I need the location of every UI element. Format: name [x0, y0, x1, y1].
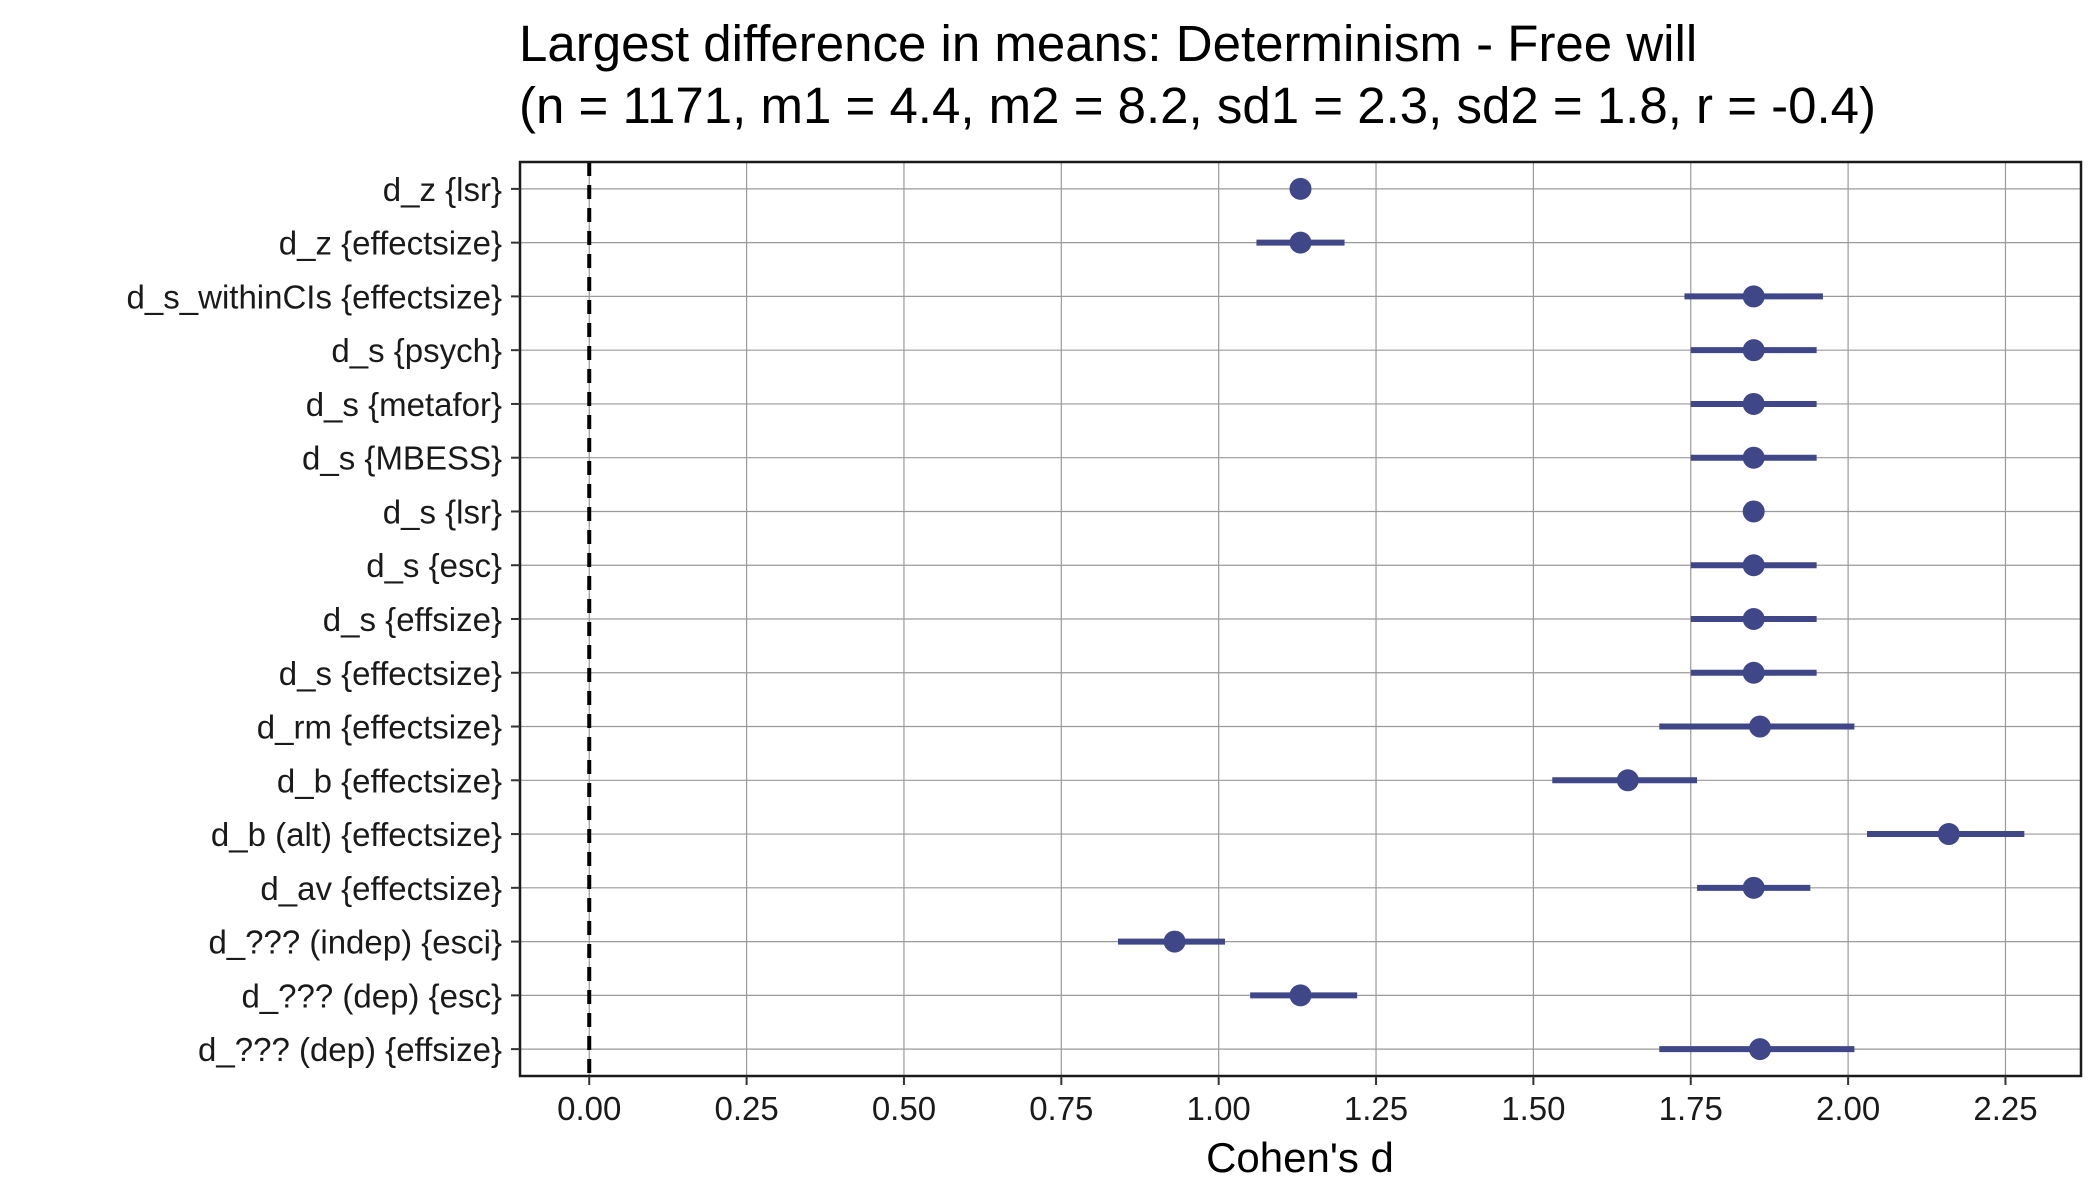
- y-tick-label: d_s {lsr}: [383, 493, 502, 530]
- x-tick-label: 2.25: [1973, 1090, 2037, 1127]
- y-tick-label: d_b {effectsize}: [277, 762, 502, 799]
- x-tick-label: 0.25: [714, 1090, 778, 1127]
- estimate-point: [1742, 554, 1765, 577]
- estimate-point: [1289, 984, 1312, 1007]
- y-tick-label: d_av {effectsize}: [260, 870, 502, 907]
- x-axis: 0.00 0.25 0.50 0.75 1.00 1.25 1.50 1.75 2.00 2.25: [557, 1076, 2038, 1127]
- y-tick-label: d_??? (dep) {esc}: [241, 977, 502, 1014]
- x-tick-label: 2.00: [1816, 1090, 1880, 1127]
- x-tick-label: 1.25: [1344, 1090, 1408, 1127]
- estimate-point: [1289, 177, 1312, 200]
- y-tick-label: d_s {metafor}: [306, 386, 502, 423]
- y-tick-label: d_s {MBESS}: [302, 440, 502, 477]
- estimate-point: [1742, 339, 1765, 362]
- y-tick-label: d_s {effsize}: [323, 601, 502, 638]
- estimate-point: [1742, 285, 1765, 308]
- chart-title-line1: Largest difference in means: Determinism…: [519, 15, 1697, 72]
- y-tick-label: d_??? (dep) {effsize}: [198, 1031, 502, 1068]
- x-tick-label: 0.50: [872, 1090, 936, 1127]
- x-tick-label: 1.75: [1659, 1090, 1723, 1127]
- y-tick-label: d_b (alt) {effectsize}: [211, 816, 502, 853]
- estimate-point: [1742, 446, 1765, 469]
- y-tick-label: d_s {effectsize}: [279, 655, 502, 692]
- x-tick-label: 1.50: [1501, 1090, 1565, 1127]
- x-tick-label: 1.00: [1187, 1090, 1251, 1127]
- y-tick-label: d_s {esc}: [366, 547, 502, 584]
- estimate-point: [1748, 715, 1771, 738]
- y-tick-label: d_??? (indep) {esci}: [208, 924, 502, 961]
- estimate-point: [1742, 500, 1765, 523]
- y-axis: d_z {lsr} d_z {effectsize} d_s_withinCIs {…: [127, 171, 520, 1068]
- estimate-point: [1742, 661, 1765, 684]
- x-tick-label: 0.00: [557, 1090, 621, 1127]
- y-tick-label: d_s_withinCIs {effectsize}: [127, 278, 502, 315]
- estimate-point: [1742, 392, 1765, 415]
- y-tick-label: d_rm {effectsize}: [257, 709, 502, 746]
- estimate-point: [1748, 1038, 1771, 1061]
- estimate-point: [1742, 608, 1765, 630]
- chart-title-line2: (n = 1171, m1 = 4.4, m2 = 8.2, sd1 = 2.3…: [519, 77, 1876, 134]
- y-tick-label: d_s {psych}: [331, 332, 502, 369]
- estimate-point: [1616, 769, 1639, 792]
- estimate-point: [1742, 876, 1765, 899]
- estimate-point: [1289, 231, 1312, 254]
- estimate-point: [1163, 930, 1186, 953]
- x-tick-label: 0.75: [1029, 1090, 1093, 1127]
- x-axis-title: Cohen's d: [1206, 1134, 1394, 1181]
- y-tick-label: d_z {lsr}: [383, 171, 502, 208]
- estimate-point: [1937, 823, 1960, 846]
- y-tick-label: d_z {effectsize}: [279, 225, 502, 262]
- estimates-layer: [1117, 177, 2025, 1061]
